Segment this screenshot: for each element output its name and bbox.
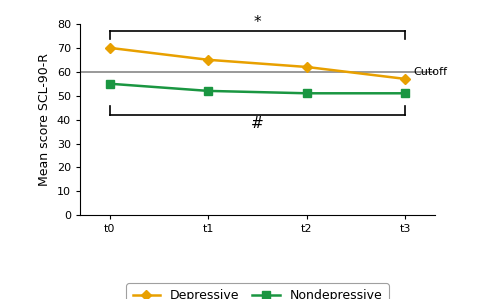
- Line: Nondepressive: Nondepressive: [106, 80, 409, 97]
- Legend: Depressive, Nondepressive: Depressive, Nondepressive: [126, 283, 388, 299]
- Line: Depressive: Depressive: [106, 44, 409, 83]
- Nondepressive: [402, 91, 408, 95]
- Nondepressive: [106, 82, 112, 86]
- Text: Cutoff: Cutoff: [414, 67, 448, 77]
- Nondepressive: [205, 89, 211, 93]
- Depressive: [205, 58, 211, 62]
- Depressive: [106, 46, 112, 50]
- Nondepressive: [304, 91, 310, 95]
- Text: #: #: [251, 116, 264, 131]
- Depressive: [402, 77, 408, 81]
- Depressive: [304, 65, 310, 69]
- Y-axis label: Mean score SCL-90-R: Mean score SCL-90-R: [38, 53, 52, 186]
- Text: *: *: [254, 15, 262, 30]
